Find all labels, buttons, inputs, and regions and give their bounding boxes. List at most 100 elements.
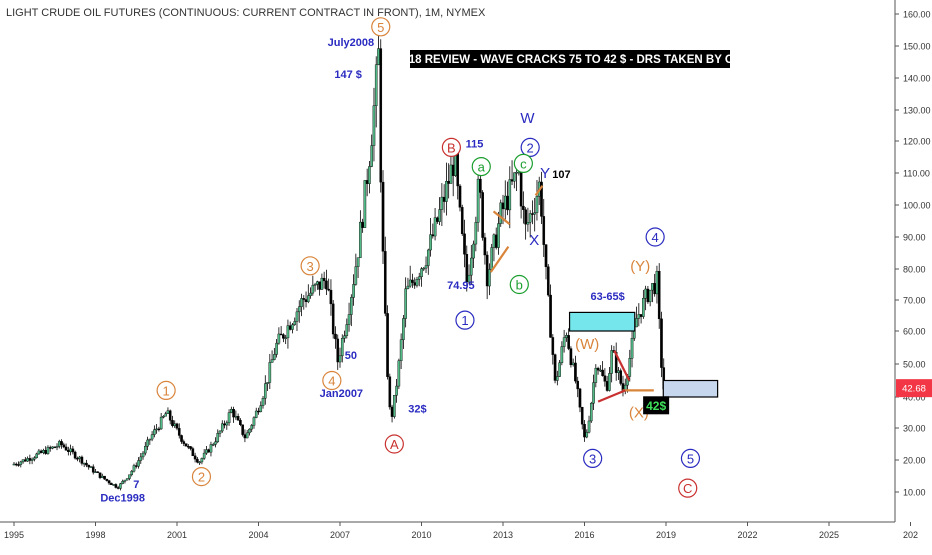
- candle-body: [26, 458, 29, 462]
- candle-body: [422, 267, 426, 270]
- candle-body: [637, 314, 641, 319]
- wave-circle: [371, 17, 391, 37]
- wave-label-text: c: [520, 156, 527, 171]
- candle-body: [356, 257, 360, 267]
- candle-body: [424, 265, 428, 269]
- annotation: 63-65$: [590, 291, 624, 303]
- candle-body: [114, 484, 118, 488]
- candle-body: [594, 367, 598, 383]
- candle-body: [184, 443, 188, 447]
- candle-body: [300, 298, 303, 307]
- candle-body: [463, 233, 466, 255]
- candle-body: [653, 283, 656, 295]
- wave-circle: [300, 256, 320, 276]
- y-tick-label: 160.00: [903, 10, 931, 20]
- candle-body: [187, 446, 190, 448]
- candle-body: [508, 179, 512, 211]
- candle-body: [639, 314, 643, 317]
- wave-circle: [156, 380, 176, 400]
- candle-body: [325, 280, 328, 290]
- zone-tag-text: 42$: [646, 399, 666, 413]
- candle-body: [585, 431, 589, 438]
- candle-body: [368, 166, 371, 184]
- wave-label: 1: [156, 380, 176, 400]
- candle-body: [132, 465, 136, 472]
- candle-body: [121, 481, 124, 484]
- y-tick-label: 80.00: [903, 265, 926, 275]
- candle-body: [336, 338, 340, 363]
- candle-body: [171, 420, 174, 426]
- plot-area: [0, 0, 895, 522]
- candle-body: [304, 299, 308, 302]
- wave-circle: [441, 137, 461, 157]
- wave-circle: [678, 478, 698, 498]
- candle-body: [404, 288, 407, 319]
- trend-line: [597, 389, 626, 403]
- wave-circle: [680, 448, 701, 468]
- wave-label: (W): [575, 336, 599, 353]
- candle-body: [535, 196, 539, 213]
- candle-body: [166, 410, 170, 414]
- candle-body: [230, 409, 233, 413]
- trend-line: [534, 185, 544, 197]
- x-tick-label: 2004: [248, 530, 268, 540]
- candle-body: [307, 295, 310, 302]
- candle-body: [526, 222, 530, 225]
- candle-body: [100, 475, 104, 478]
- y-tick-label: 30.00: [903, 424, 926, 434]
- candle-body: [497, 223, 500, 248]
- candles: [12, 28, 666, 491]
- candle-body: [193, 455, 197, 460]
- candle-body: [474, 222, 478, 245]
- candle-body: [503, 195, 507, 210]
- x-tick-label: 2025: [819, 530, 839, 540]
- candle-body: [196, 458, 199, 463]
- candle-body: [198, 461, 201, 464]
- wave-label-text: Y: [540, 165, 550, 182]
- candle-body: [80, 456, 84, 464]
- wave-circle: [191, 467, 212, 487]
- y-tick-label: 100.00: [903, 201, 931, 211]
- trend-line: [492, 210, 511, 226]
- candle-body: [583, 423, 586, 438]
- candle-body: [556, 376, 559, 381]
- candle-body: [200, 458, 204, 463]
- candle-body: [64, 446, 68, 451]
- candle-body: [465, 254, 469, 283]
- candle-body: [603, 375, 607, 382]
- wave-circle: [384, 434, 404, 454]
- candle-body: [359, 221, 362, 258]
- candle-body: [205, 449, 208, 454]
- wave-label-text: W: [520, 110, 535, 127]
- candle-body: [635, 318, 638, 328]
- wave-circle: [520, 137, 540, 157]
- candle-body: [456, 152, 460, 187]
- x-tick-label: 2013: [493, 530, 513, 540]
- candle-body: [646, 288, 650, 303]
- candle-body: [436, 217, 439, 222]
- candle-body: [370, 145, 373, 167]
- candle-body: [91, 466, 95, 473]
- candle-body: [141, 452, 145, 458]
- candle-body: [379, 48, 383, 183]
- candle-body: [37, 450, 41, 455]
- candle-body: [87, 464, 91, 468]
- candle-body: [395, 385, 398, 396]
- candle-body: [214, 441, 217, 445]
- candle-body: [476, 178, 480, 223]
- candle-body: [608, 373, 611, 391]
- y-tick-label: 20.00: [903, 456, 926, 466]
- candle-body: [485, 254, 489, 287]
- annotation: 107: [552, 169, 570, 181]
- candle-body: [458, 185, 462, 208]
- candle-body: [411, 279, 414, 283]
- candle-body: [48, 447, 52, 449]
- candle-body: [53, 446, 57, 449]
- candle-body: [316, 281, 319, 285]
- candle-body: [261, 398, 265, 406]
- candle-body: [94, 471, 97, 473]
- last-price-tag: [896, 379, 932, 398]
- annotation: 50: [345, 350, 357, 362]
- candle-body: [596, 367, 600, 371]
